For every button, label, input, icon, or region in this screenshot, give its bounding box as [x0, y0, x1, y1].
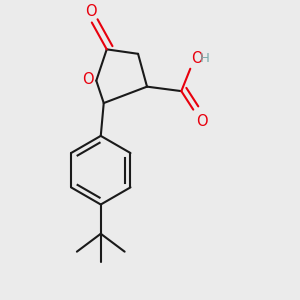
Text: O: O: [82, 72, 94, 87]
Text: O: O: [196, 114, 208, 129]
Text: O: O: [191, 51, 203, 66]
Text: H: H: [200, 52, 210, 64]
Text: O: O: [85, 4, 97, 19]
